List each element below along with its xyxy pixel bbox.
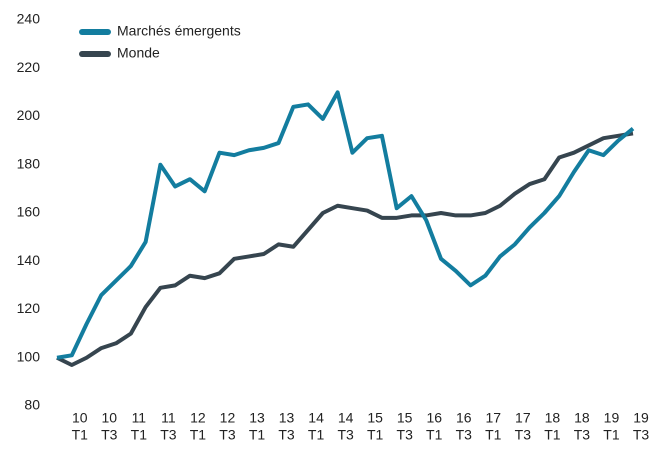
x-tick-label: 19: [604, 410, 620, 426]
x-tick-label: T1: [131, 427, 148, 443]
x-tick-label: T1: [367, 427, 384, 443]
x-tick-label: 13: [279, 410, 295, 426]
series-line: [56, 90, 635, 360]
x-tick-label: 15: [367, 410, 383, 426]
series-line: [56, 131, 634, 367]
x-tick-label: 14: [308, 410, 324, 426]
x-tick-label: 18: [545, 410, 561, 426]
y-tick-label: 100: [17, 348, 41, 364]
x-tick-label: 16: [456, 410, 472, 426]
x-tick-label: T1: [485, 427, 502, 443]
y-tick-label: 140: [17, 252, 41, 268]
x-tick-label: T3: [219, 427, 236, 443]
x-tick-label: 19: [633, 410, 649, 426]
x-tick-label: T1: [72, 427, 89, 443]
y-tick-label: 160: [17, 204, 41, 220]
x-tick-label: T1: [426, 427, 443, 443]
x-tick-label: T1: [249, 427, 266, 443]
x-tick-label: 14: [338, 410, 354, 426]
x-tick-label: 11: [161, 410, 176, 426]
x-tick-label: T3: [337, 427, 354, 443]
x-tick-label: T1: [544, 427, 561, 443]
x-tick-label: 13: [249, 410, 265, 426]
x-tick-label: 10: [72, 410, 88, 426]
x-tick-label: T3: [278, 427, 295, 443]
x-tick-label: 10: [102, 410, 118, 426]
x-tick-label: T3: [574, 427, 591, 443]
y-tick-label: 220: [17, 59, 41, 75]
x-tick-label: T3: [515, 427, 532, 443]
y-tick-label: 240: [17, 11, 41, 27]
x-tick-label: 15: [397, 410, 413, 426]
x-tick-label: T1: [308, 427, 325, 443]
x-tick-label: T3: [633, 427, 650, 443]
x-tick-label: 17: [515, 410, 531, 426]
x-tick-label: 12: [220, 410, 236, 426]
y-tick-label: 180: [17, 155, 41, 171]
y-tick-label: 200: [17, 107, 41, 123]
y-tick-label: 80: [24, 397, 40, 413]
x-tick-label: T3: [397, 427, 414, 443]
x-tick-label: 12: [190, 410, 206, 426]
x-tick-label: T3: [160, 427, 177, 443]
legend-label: Monde: [117, 45, 160, 61]
legend-label: Marchés émergents: [117, 23, 241, 39]
x-tick-label: 17: [486, 410, 502, 426]
x-tick-label: T3: [456, 427, 473, 443]
x-tick-label: 16: [426, 410, 442, 426]
x-tick-label: T1: [603, 427, 620, 443]
y-tick-label: 120: [17, 300, 41, 316]
x-tick-label: 18: [574, 410, 590, 426]
x-tick-label: T3: [101, 427, 118, 443]
x-tick-label: 11: [132, 410, 147, 426]
x-tick-label: T1: [190, 427, 207, 443]
